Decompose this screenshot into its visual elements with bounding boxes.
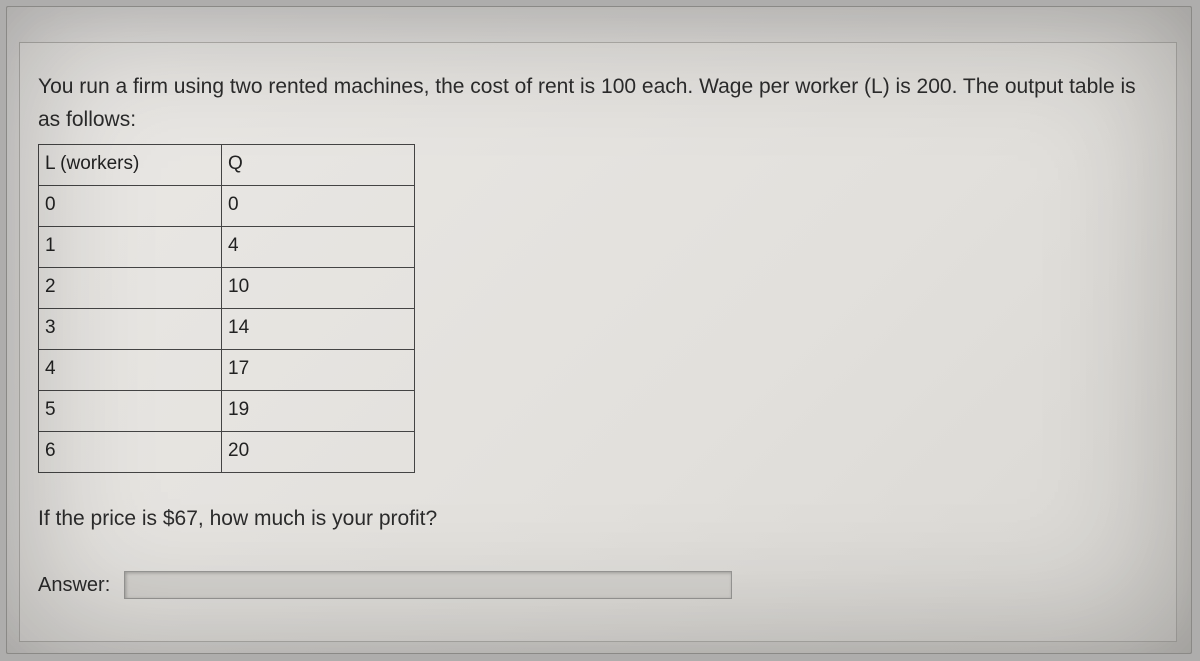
answer-label: Answer: [38,574,110,597]
table-row: 1 4 [39,227,415,268]
table-row: 0 0 [39,186,415,227]
question-intro-text: You run a firm using two rented machines… [38,71,1158,136]
table-cell: 0 [222,186,415,227]
table-header-L: L (workers) [39,145,222,186]
answer-input[interactable] [124,571,732,599]
table-header-Q: Q [222,145,415,186]
table-header-row: L (workers) Q [39,145,415,186]
table-cell: 5 [39,391,222,432]
table-row: 3 14 [39,309,415,350]
table-cell: 2 [39,268,222,309]
table-row: 5 19 [39,391,415,432]
table-cell: 6 [39,432,222,473]
table-cell: 17 [222,350,415,391]
table-row: 2 10 [39,268,415,309]
table-cell: 14 [222,309,415,350]
table-cell: 0 [39,186,222,227]
table-row: 4 17 [39,350,415,391]
question-card: You run a firm using two rented machines… [19,42,1177,642]
output-table: L (workers) Q 0 0 1 4 2 10 3 14 4 17 [38,144,415,473]
table-cell: 1 [39,227,222,268]
table-cell: 10 [222,268,415,309]
table-row: 6 20 [39,432,415,473]
table-cell: 20 [222,432,415,473]
table-cell: 4 [39,350,222,391]
answer-row: Answer: [38,571,1158,599]
table-cell: 3 [39,309,222,350]
question-prompt: If the price is $67, how much is your pr… [38,507,1158,531]
table-cell: 4 [222,227,415,268]
page-frame: You run a firm using two rented machines… [6,6,1192,654]
table-cell: 19 [222,391,415,432]
